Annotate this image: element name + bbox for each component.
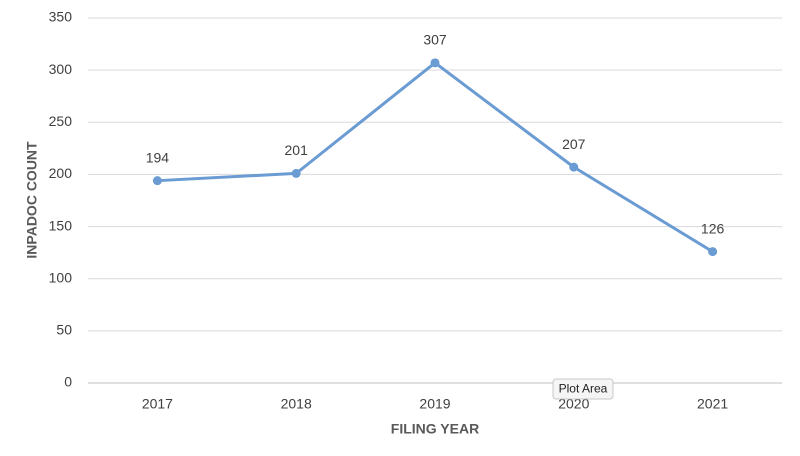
y-tick-label: 100 [49,269,73,285]
y-tick-label: 150 [49,217,73,233]
tooltip: Plot Area [552,378,614,400]
y-tick-label: 300 [49,61,73,77]
y-tick-label: 0 [64,374,72,390]
data-point [569,162,579,172]
x-tick-label: 2019 [419,396,450,412]
y-axis-title: INPADOC COUNT [24,141,40,259]
tooltip-text: Plot Area [559,382,608,396]
y-tick-label: 200 [49,165,73,181]
tooltip-box [552,378,614,400]
data-point [430,58,440,68]
data-point [291,168,301,178]
x-tick-label: 2020 [558,396,589,412]
x-tick-label: 2021 [697,396,728,412]
data-label: 194 [146,149,170,165]
x-tick-label: 2017 [142,396,173,412]
data-label: 126 [701,220,725,236]
y-tick-label: 50 [56,322,72,338]
data-label: 207 [562,136,586,152]
x-axis-title: FILING YEAR [391,421,479,437]
data-point [152,176,162,186]
data-point [708,247,718,257]
data-label: 201 [285,142,309,158]
x-tick-label: 2018 [281,396,312,412]
data-label: 307 [423,32,447,48]
y-tick-label: 250 [49,113,73,129]
y-tick-label: 350 [49,9,73,25]
